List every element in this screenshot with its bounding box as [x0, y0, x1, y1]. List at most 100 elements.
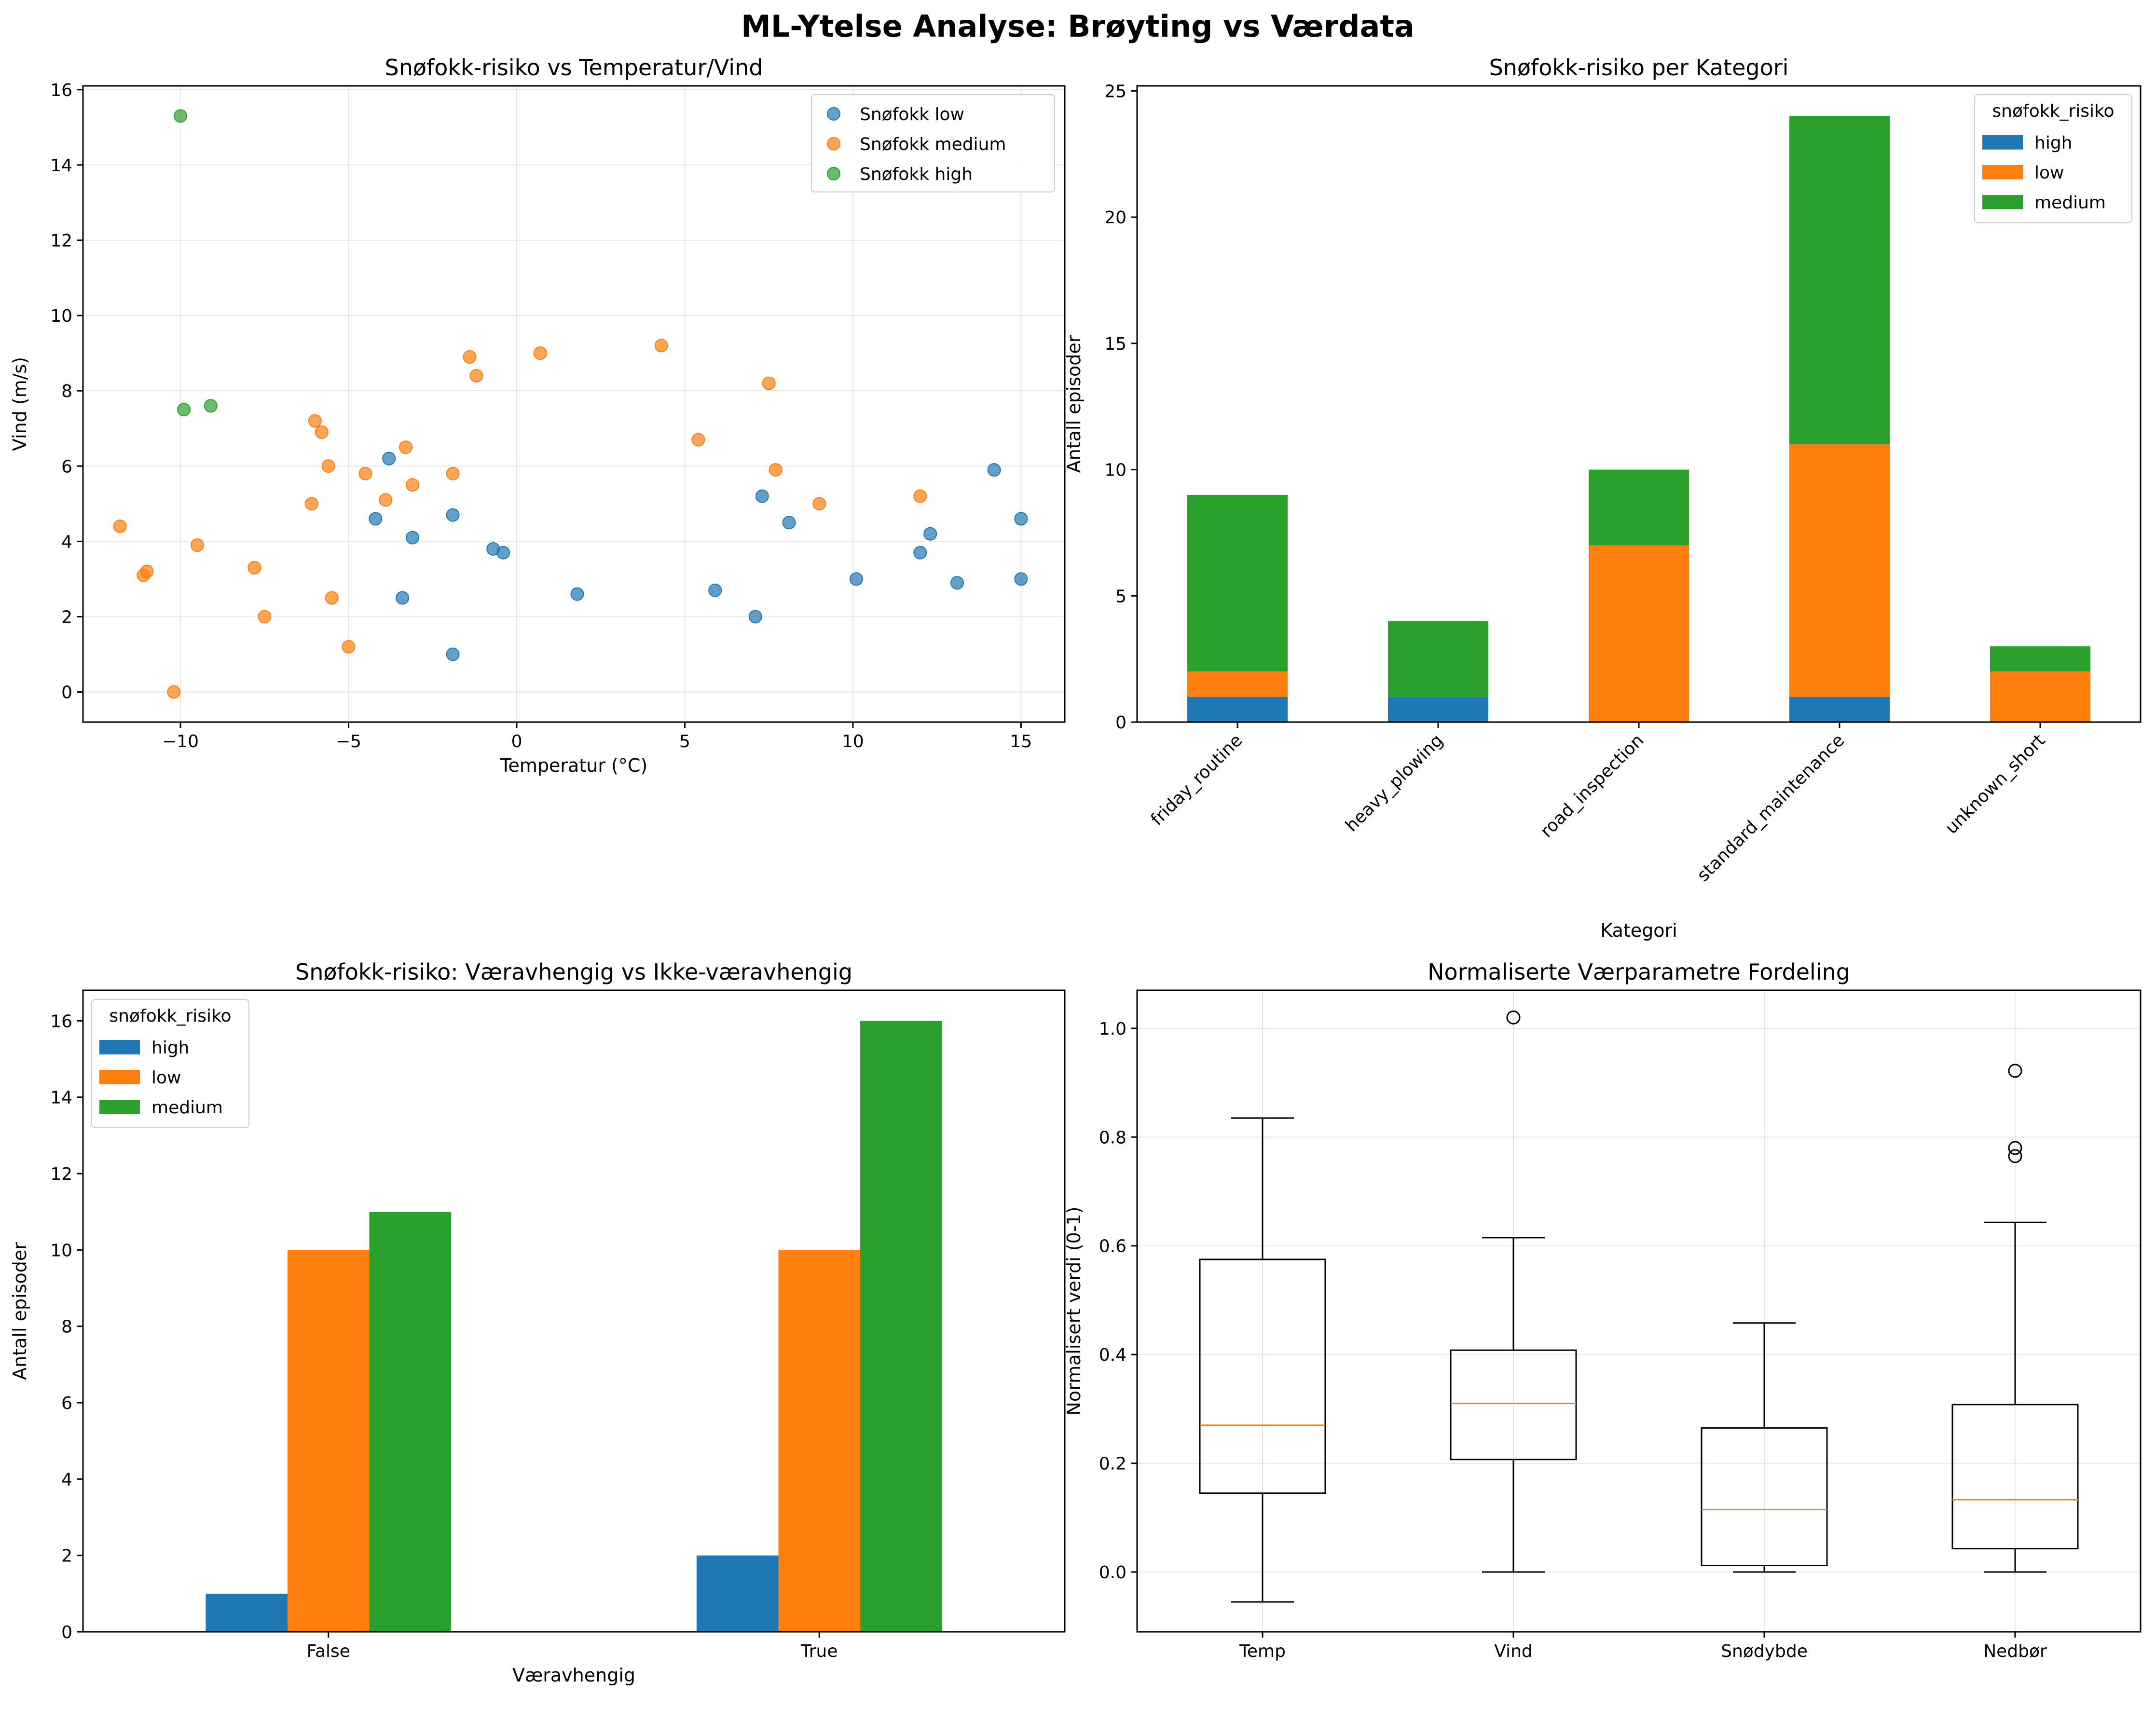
scatter-point	[691, 433, 705, 447]
y-tick-label: 0.8	[1099, 1128, 1126, 1148]
scatter-point	[308, 414, 322, 428]
y-tick-label: 15	[1104, 334, 1126, 354]
figure-title: ML-Ytelse Analyse: Brøyting vs Værdata	[741, 9, 1414, 44]
x-tick-label: 10	[842, 732, 864, 752]
bar-segment	[1187, 671, 1288, 697]
scatter-point	[446, 466, 460, 480]
x-tick-label: Vind	[1494, 1641, 1533, 1661]
legend-swatch	[99, 1100, 140, 1114]
bar-segment	[1789, 116, 1890, 445]
bar-segment	[1589, 469, 1689, 546]
scatter-point	[396, 591, 410, 605]
bar	[287, 1250, 370, 1632]
y-tick-label: 6	[61, 457, 72, 477]
y-tick-label: 1.0	[1099, 1019, 1126, 1039]
y-axis-label: Normalisert verdi (0-1)	[1063, 1206, 1085, 1415]
scatter-point	[177, 403, 191, 417]
y-tick-label: 4	[61, 532, 72, 552]
legend-box	[1974, 94, 2132, 223]
y-tick-label: 16	[50, 1012, 72, 1031]
scatter-point	[469, 369, 483, 383]
y-tick-label: 10	[1104, 461, 1126, 480]
scatter-point	[446, 647, 460, 661]
grouped-bar-panel: 0 2 4 6 8 10 12 14 16 False True Snøfokk-risiko: Væ…	[9, 959, 1066, 1686]
y-tick-label: 14	[50, 156, 72, 176]
legend-label: medium	[151, 1098, 223, 1118]
bar	[778, 1250, 861, 1632]
scatter-point	[342, 640, 356, 654]
bar-segment	[1789, 444, 1890, 697]
scatter-point	[321, 459, 335, 473]
scatter-point	[258, 610, 272, 624]
boxplot-panel: 0.0 0.2 0.4 0.6 0.8 1.0 Temp Vind Snødybde Nedbør…	[1063, 959, 2142, 1661]
scatter-point	[379, 493, 393, 507]
panel-title: Normaliserte Værparametre Fordeling	[1428, 959, 1850, 985]
y-tick-label: 16	[50, 81, 72, 100]
axes-frame	[82, 989, 1066, 1633]
x-tick-label: 15	[1010, 732, 1032, 752]
legend-label: low	[2034, 163, 2064, 183]
legend-box	[91, 999, 249, 1128]
bar	[206, 1593, 288, 1632]
x-tick-label: friday_routine	[1147, 730, 1247, 830]
scatter-point	[654, 339, 668, 353]
x-tick-label: 0	[511, 732, 522, 752]
bar-segment	[1388, 697, 1488, 722]
y-tick-label: 25	[1104, 82, 1126, 101]
y-axis-label: Antall episoder	[9, 1242, 30, 1380]
y-tick-label: 0	[61, 683, 72, 703]
box	[1450, 1349, 1577, 1461]
scatter-point	[382, 451, 396, 465]
scatter-point	[849, 572, 863, 586]
bar	[696, 1555, 779, 1632]
y-tick-label: 0	[61, 1623, 72, 1642]
y-tick-label: 8	[61, 382, 72, 401]
legend-title: snøfokk_risiko	[1992, 101, 2114, 121]
scatter-point	[708, 583, 722, 597]
legend-label: Snøfokk high	[860, 164, 973, 184]
scatter-point	[812, 497, 826, 511]
axes-frame	[1136, 989, 2142, 1633]
y-tick-label: 20	[1104, 208, 1126, 228]
bar-segment	[1789, 697, 1890, 722]
y-tick-label: 0	[1115, 713, 1126, 733]
x-tick-label: −5	[336, 732, 361, 752]
bar-segment	[1388, 621, 1488, 697]
legend-label: medium	[2034, 193, 2106, 213]
x-tick-label: Temp	[1239, 1641, 1286, 1661]
bar-segment	[1187, 697, 1288, 722]
legend-marker	[827, 107, 840, 121]
scatter-point	[369, 512, 383, 526]
outlier	[1506, 1010, 1521, 1025]
scatter-point	[405, 478, 419, 492]
y-tick-label: 12	[50, 231, 72, 251]
y-tick-label: 0.4	[1099, 1345, 1126, 1365]
y-tick-label: 4	[61, 1470, 72, 1490]
y-tick-label: 10	[50, 306, 72, 326]
scatter-point	[496, 546, 510, 560]
scatter-point	[113, 520, 127, 533]
x-tick-label: True	[800, 1641, 838, 1661]
bar-segment	[1990, 646, 2090, 672]
y-tick-label: 0.0	[1099, 1563, 1126, 1583]
x-tick-label: unknown_short	[1942, 730, 2049, 838]
y-tick-label: 2	[61, 1546, 72, 1566]
x-tick-label: road_inspection	[1537, 730, 1648, 841]
box	[1701, 1427, 1828, 1566]
x-tick-label: 5	[679, 732, 690, 752]
scatter-point	[190, 538, 204, 552]
legend-swatch	[99, 1070, 140, 1084]
legend-swatch	[1982, 165, 2023, 179]
y-tick-label: 2	[61, 607, 72, 627]
bar-segment	[1990, 671, 2090, 722]
legend-swatch	[1982, 195, 2023, 209]
y-tick-label: 14	[50, 1088, 72, 1108]
y-axis-label: Antall episoder	[1063, 335, 1085, 473]
scatter-point	[405, 531, 419, 545]
box	[1951, 1404, 2079, 1550]
legend-marker	[827, 167, 840, 180]
legend-label: high	[151, 1038, 190, 1058]
scatter-point	[987, 463, 1001, 477]
scatter-point	[463, 350, 477, 364]
